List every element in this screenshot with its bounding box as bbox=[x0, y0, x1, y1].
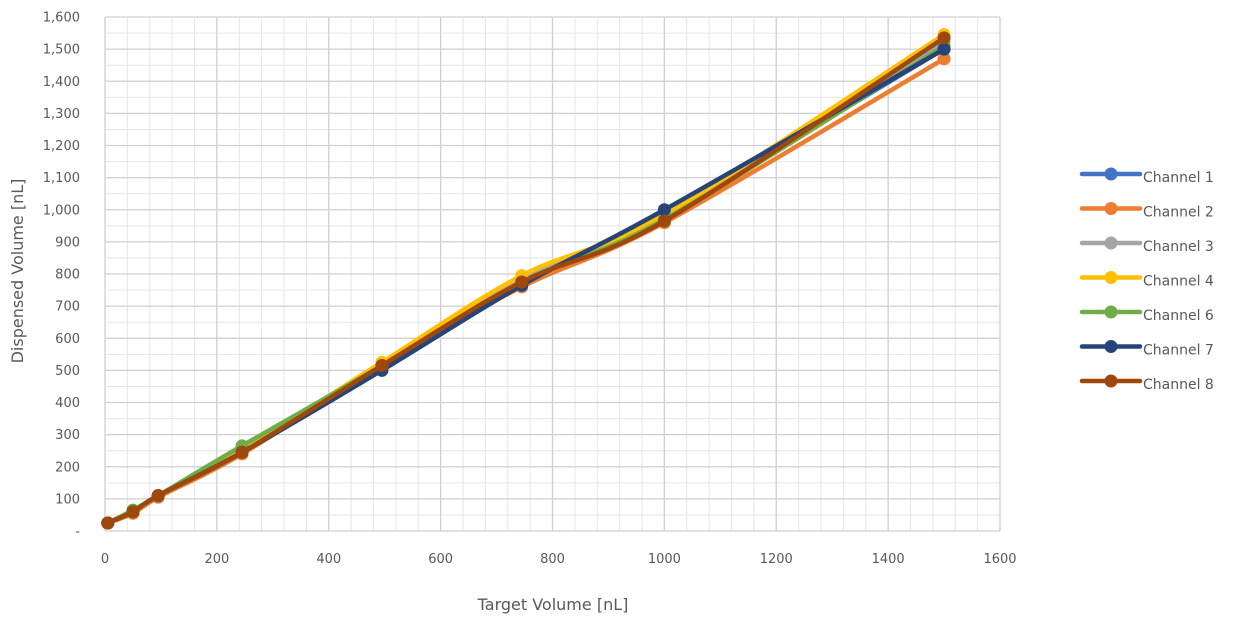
legend-label-channel-2: Channel 2 bbox=[1143, 205, 1214, 221]
y-tick-label: - bbox=[75, 525, 80, 540]
legend-item-channel-8: Channel 8 bbox=[1079, 374, 1214, 393]
legend: Channel 1 Channel 2 Channel 3 Channel 4 Chan… bbox=[1079, 167, 1214, 393]
legend-item-channel-2: Channel 2 bbox=[1079, 202, 1214, 221]
legend-marker-channel-2 bbox=[1104, 202, 1118, 215]
x-tick-label: 1000 bbox=[648, 552, 681, 567]
legend-label-channel-7: Channel 7 bbox=[1143, 343, 1214, 359]
data-point-channel-8 bbox=[101, 516, 115, 530]
y-axis-title: Dispensed Volume [nL] bbox=[8, 179, 27, 364]
axes: 0 200 400 600 800 1000 1200 1400 1600 - 100 200 300 4… bbox=[43, 11, 1017, 568]
x-tick-label: 200 bbox=[204, 552, 229, 567]
y-tick-label: 300 bbox=[55, 428, 80, 443]
x-tick-label: 800 bbox=[540, 552, 565, 567]
data-point-channel-8 bbox=[151, 489, 165, 503]
y-tick-label: 1,500 bbox=[43, 43, 80, 58]
y-tick-label: 600 bbox=[55, 332, 80, 347]
data-point-channel-8 bbox=[657, 214, 671, 228]
legend-marker-channel-7 bbox=[1104, 340, 1118, 353]
y-tick-label: 700 bbox=[55, 300, 80, 315]
y-tick-label: 900 bbox=[55, 235, 80, 250]
legend-marker-channel-8 bbox=[1104, 374, 1118, 388]
legend-label-channel-6: Channel 6 bbox=[1143, 308, 1214, 324]
y-tick-label: 1,600 bbox=[43, 11, 80, 26]
y-tick-label: 1,200 bbox=[43, 139, 80, 154]
legend-label-channel-1: Channel 1 bbox=[1143, 170, 1214, 186]
y-tick-label: 500 bbox=[55, 364, 80, 379]
legend-marker-channel-4 bbox=[1104, 271, 1118, 284]
y-tick-label: 1,100 bbox=[43, 171, 80, 186]
x-tick-label: 600 bbox=[428, 552, 453, 567]
data-point-channel-8 bbox=[126, 505, 140, 519]
x-tick-label: 1600 bbox=[983, 552, 1016, 567]
legend-label-channel-3: Channel 3 bbox=[1143, 239, 1214, 255]
y-tick-label: 1,000 bbox=[43, 203, 80, 218]
y-tick-label: 800 bbox=[55, 268, 80, 283]
legend-marker-channel-6 bbox=[1104, 305, 1118, 319]
x-tick-label: 1200 bbox=[760, 552, 793, 567]
legend-label-channel-4: Channel 4 bbox=[1143, 274, 1214, 290]
legend-item-channel-6: Channel 6 bbox=[1079, 305, 1214, 324]
data-point-channel-8 bbox=[235, 445, 249, 459]
data-point-channel-8 bbox=[375, 359, 389, 373]
gridlines bbox=[104, 16, 1001, 532]
x-tick-label: 400 bbox=[316, 552, 341, 567]
y-tick-label: 1,400 bbox=[43, 75, 80, 90]
y-tick-label: 100 bbox=[55, 492, 80, 507]
x-axis-title: Target Volume [nL] bbox=[477, 595, 629, 614]
data-point-channel-2 bbox=[937, 52, 951, 66]
legend-item-channel-3: Channel 3 bbox=[1079, 236, 1214, 255]
x-tick-label: 1400 bbox=[872, 552, 905, 567]
series-line-channel-8 bbox=[105, 35, 947, 526]
legend-item-channel-4: Channel 4 bbox=[1079, 271, 1214, 290]
legend-label-channel-8: Channel 8 bbox=[1143, 377, 1214, 393]
legend-marker-channel-1 bbox=[1104, 167, 1118, 181]
x-tick-label: 0 bbox=[101, 552, 109, 567]
data-point-channel-7 bbox=[657, 203, 671, 217]
data-point-channel-8 bbox=[937, 31, 951, 45]
series-channel-8 bbox=[101, 31, 951, 530]
data-point-channel-7 bbox=[937, 42, 951, 56]
series-lines bbox=[101, 28, 951, 530]
y-tick-label: 400 bbox=[55, 396, 80, 411]
data-point-channel-8 bbox=[515, 275, 529, 289]
y-tick-label: 1,300 bbox=[43, 107, 80, 122]
legend-marker-channel-3 bbox=[1104, 236, 1118, 250]
legend-item-channel-7: Channel 7 bbox=[1079, 340, 1214, 359]
y-tick-label: 200 bbox=[55, 460, 80, 475]
legend-item-channel-1: Channel 1 bbox=[1079, 167, 1214, 186]
